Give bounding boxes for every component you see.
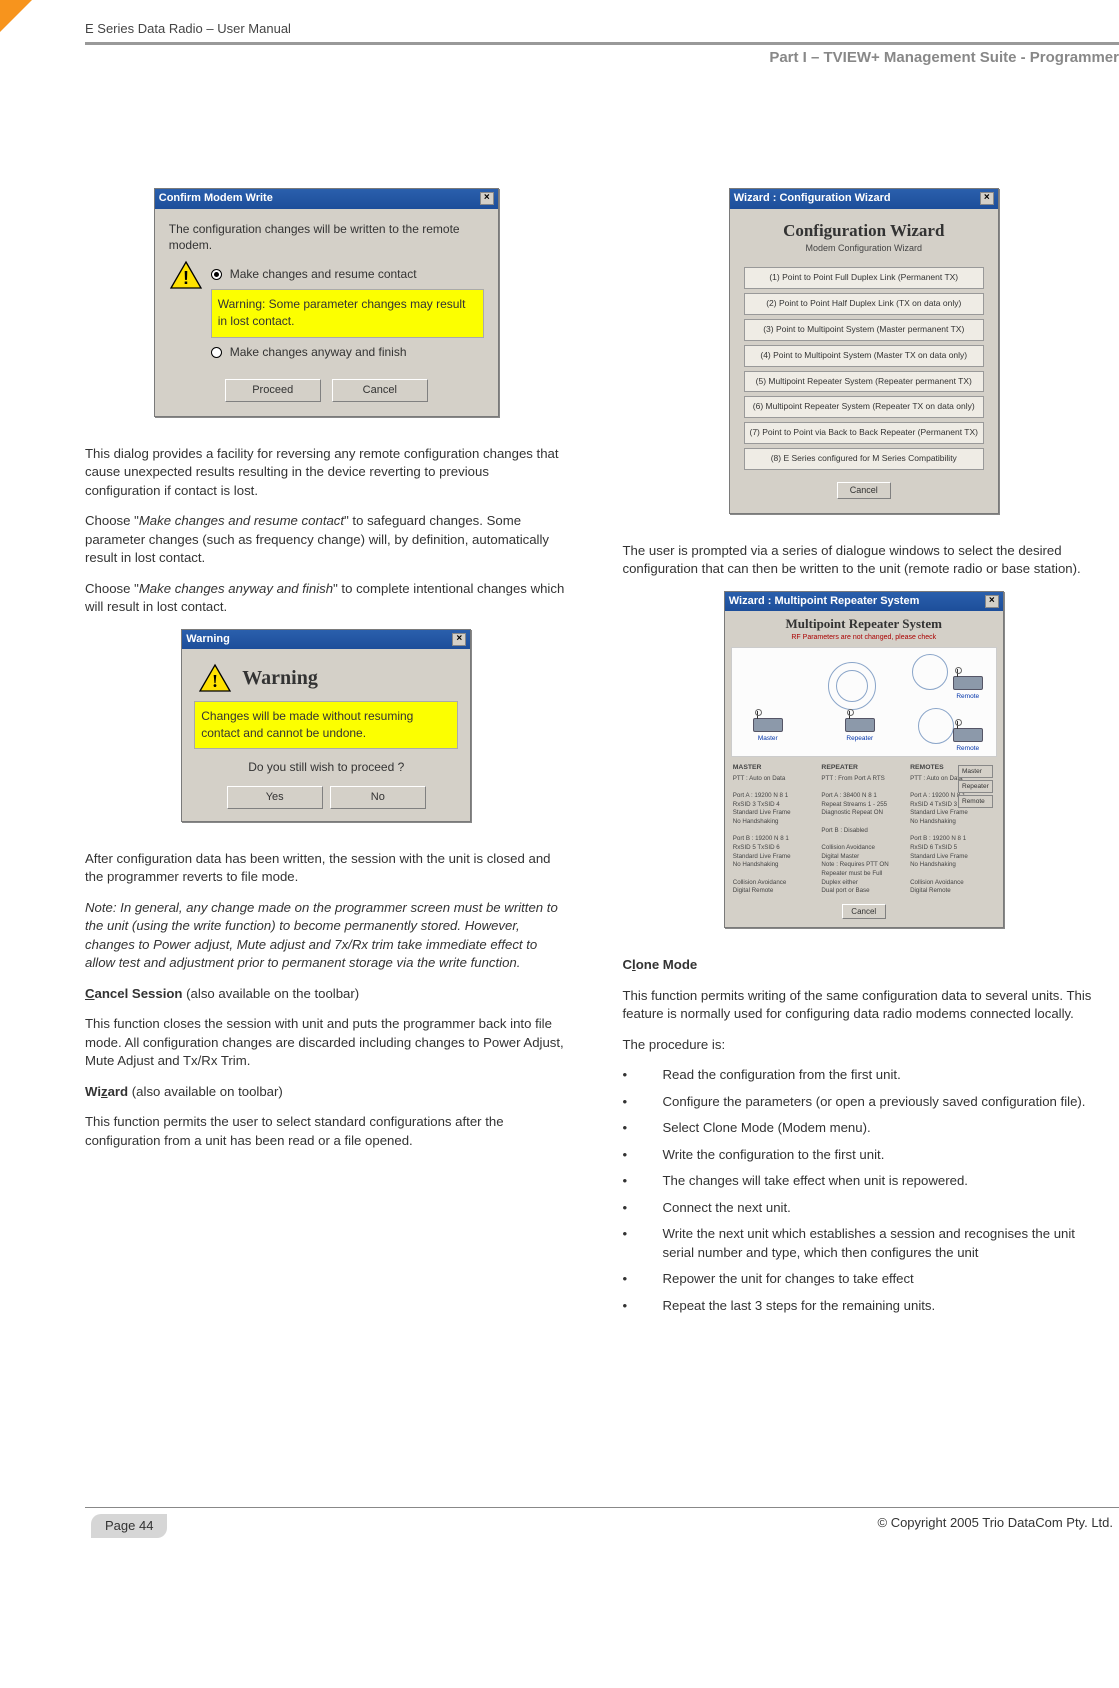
wizard-option-button[interactable]: (5) Multipoint Repeater System (Repeater… [744,371,984,393]
dialog-titlebar: Wizard : Configuration Wizard × [730,189,998,208]
radio-label: Make changes and resume contact [230,266,417,283]
list-item: •The changes will take effect when unit … [623,1172,1106,1190]
diagram-node-remote: Remote [950,728,986,753]
body-text: This function closes the session with un… [85,1015,568,1070]
config-table: MASTER PTT : Auto on Data Port A : 19200… [731,761,997,898]
doc-title: E Series Data Radio – User Manual [85,21,291,36]
section-heading: Cancel Session (also available on the to… [85,985,568,1003]
svg-text:!: ! [212,671,218,691]
yes-button[interactable]: Yes [227,786,323,809]
radio-label: Make changes anyway and finish [230,344,407,361]
page-number: Page 44 [91,1514,167,1538]
config-col-master: MASTER PTT : Auto on Data Port A : 19200… [731,761,820,898]
wizard-option-button[interactable]: (4) Point to Multipoint System (Master T… [744,345,984,367]
page-header: E Series Data Radio – User Manual [85,20,1119,45]
warning-box: Warning: Some parameter changes may resu… [211,289,484,338]
warning-dialog: Warning × ! Warning Changes will be made… [181,629,471,822]
mrs-subheading: RF Parameters are not changed, please ch… [731,633,997,643]
rf-wave-icon [836,670,868,702]
copyright: © Copyright 2005 Trio DataCom Pty. Ltd. [878,1514,1114,1538]
part-title: Part I – TVIEW+ Management Suite - Progr… [85,47,1119,68]
remote-button[interactable]: Remote [958,795,993,808]
list-item: •Write the next unit which establishes a… [623,1225,1106,1262]
section-heading: Wizard (also available on toolbar) [85,1083,568,1101]
dialog-title: Confirm Modem Write [159,191,273,206]
close-icon[interactable]: × [452,633,466,646]
diagram-node-repeater: Repeater [842,718,878,743]
warning-text: Warning: Some parameter changes may resu… [218,297,466,328]
mrs-heading: Multipoint Repeater System [731,615,997,633]
no-button[interactable]: No [330,786,426,809]
radio-icon [211,347,222,358]
warning-text: Changes will be made without resuming co… [201,709,413,740]
cancel-button[interactable]: Cancel [332,379,428,402]
svg-text:!: ! [183,268,189,288]
body-text: The user is prompted via a series of dia… [623,542,1106,579]
page-footer: Page 44 © Copyright 2005 Trio DataCom Pt… [85,1507,1119,1556]
wizard-option-button[interactable]: (8) E Series configured for M Series Com… [744,448,984,470]
warning-heading: Warning [242,664,318,692]
dialog-titlebar: Wizard : Multipoint Repeater System × [725,592,1003,611]
cancel-button[interactable]: Cancel [837,482,891,499]
confirm-question: Do you still wish to proceed ? [194,759,458,776]
close-icon[interactable]: × [480,192,494,205]
list-item: •Repeat the last 3 steps for the remaini… [623,1297,1106,1315]
wizard-subheading: Modem Configuration Wizard [738,242,990,255]
close-icon[interactable]: × [980,192,994,205]
cancel-button[interactable]: Cancel [842,904,886,919]
multipoint-repeater-dialog: Wizard : Multipoint Repeater System × Mu… [724,591,1004,929]
body-text: Choose "Make changes anyway and finish" … [85,580,568,617]
role-buttons: Master Repeater Remote [958,765,993,808]
wizard-option-button[interactable]: (3) Point to Multipoint System (Master p… [744,319,984,341]
dialog-title: Warning [186,632,230,647]
body-text: The procedure is: [623,1036,1106,1054]
radio-resume-contact[interactable]: Make changes and resume contact [211,266,484,283]
proceed-button[interactable]: Proceed [225,379,321,402]
diagram-node-remote: Remote [950,676,986,701]
list-item: •Connect the next unit. [623,1199,1106,1217]
wizard-option-button[interactable]: (7) Point to Point via Back to Back Repe… [744,422,984,444]
body-text: This function permits the user to select… [85,1113,568,1150]
procedure-list: •Read the configuration from the first u… [623,1066,1106,1315]
radio-finish[interactable]: Make changes anyway and finish [211,344,484,361]
rf-wave-icon [918,708,954,744]
repeater-button[interactable]: Repeater [958,780,993,793]
list-item: •Select Clone Mode (Modem menu). [623,1119,1106,1137]
right-column: Wizard : Configuration Wizard × Configur… [623,188,1106,1327]
confirm-modem-write-dialog: Confirm Modem Write × The configuration … [154,188,499,417]
body-text: After configuration data has been writte… [85,850,568,887]
warning-icon: ! [169,260,203,290]
wizard-option-button[interactable]: (2) Point to Point Half Duplex Link (TX … [744,293,984,315]
list-item: •Configure the parameters (or open a pre… [623,1093,1106,1111]
warning-icon: ! [198,663,232,693]
master-button[interactable]: Master [958,765,993,778]
list-item: •Write the configuration to the first un… [623,1146,1106,1164]
config-col-repeater: REPEATER PTT : From Port A RTS Port A : … [819,761,908,898]
list-item: •Read the configuration from the first u… [623,1066,1106,1084]
dialog-intro: The configuration changes will be writte… [169,221,484,255]
left-column: Confirm Modem Write × The configuration … [85,188,568,1327]
wizard-option-button[interactable]: (6) Multipoint Repeater System (Repeater… [744,396,984,418]
dialog-title: Wizard : Configuration Wizard [734,191,891,206]
dialog-titlebar: Warning × [182,630,470,649]
close-icon[interactable]: × [985,595,999,608]
dialog-titlebar: Confirm Modem Write × [155,189,498,208]
list-item: •Repower the unit for changes to take ef… [623,1270,1106,1288]
body-text: This function permits writing of the sam… [623,987,1106,1024]
body-text: This dialog provides a facility for reve… [85,445,568,500]
dialog-title: Wizard : Multipoint Repeater System [729,594,920,609]
note-text: Note: In general, any change made on the… [85,899,568,973]
section-heading: Clone Mode [623,956,1106,974]
radio-icon [211,269,222,280]
wizard-option-button[interactable]: (1) Point to Point Full Duplex Link (Per… [744,267,984,289]
config-wizard-dialog: Wizard : Configuration Wizard × Configur… [729,188,999,514]
wizard-heading: Configuration Wizard [738,219,990,243]
body-text: Choose "Make changes and resume contact"… [85,512,568,567]
diagram-node-master: Master [750,718,786,743]
rf-wave-icon [912,654,948,690]
network-diagram: Master Repeater Remote Remote [731,647,997,757]
warning-box: Changes will be made without resuming co… [194,701,458,749]
